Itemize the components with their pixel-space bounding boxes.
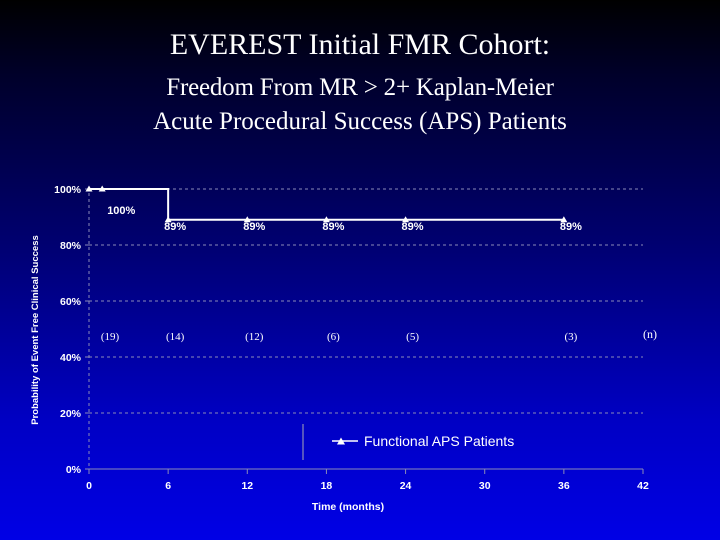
series-marker (322, 216, 330, 223)
data-label: 100% (107, 205, 135, 217)
legend-marker (337, 437, 345, 445)
at-risk-count: (5) (406, 331, 419, 343)
series-marker (164, 216, 172, 223)
series-marker (85, 185, 93, 192)
at-risk-count: (19) (101, 331, 120, 343)
at-risk-count: (14) (166, 331, 185, 343)
y-axis-label: Probability of Event Free Clinical Succe… (30, 235, 41, 425)
at-risk-count: (6) (327, 331, 340, 343)
data-label: 89% (402, 221, 424, 233)
y-tick-label: 80% (60, 240, 82, 252)
slide-subtitle: Freedom From MR > 2+ Kaplan-Meier (166, 74, 554, 101)
slide-subtitle-2: Acute Procedural Success (APS) Patients (153, 108, 567, 135)
at-risk-count: (12) (245, 331, 264, 343)
x-tick-labels: 0 6 12 18 24 30 36 42 (86, 480, 649, 492)
legend-label: Functional APS Patients (364, 433, 514, 449)
slide-title: EVEREST Initial FMR Cohort: (169, 28, 551, 61)
x-tick-label: 0 (86, 480, 92, 492)
data-label: 89% (164, 221, 186, 233)
series-markers (85, 185, 568, 223)
at-risk-label: (n) (643, 327, 657, 341)
x-tick-label: 36 (558, 480, 570, 492)
x-tick-label: 42 (637, 480, 649, 492)
series-lines (89, 188, 564, 221)
series-marker (98, 185, 106, 192)
x-tick-label: 18 (321, 480, 333, 492)
x-tick-label: 12 (241, 480, 253, 492)
data-label: 89% (322, 221, 344, 233)
data-label: 89% (243, 221, 265, 233)
at-risk-count: (3) (564, 331, 577, 343)
x-tick-label: 6 (165, 480, 171, 492)
x-axis-label: Time (months) (312, 501, 384, 513)
series-line (89, 188, 564, 221)
y-tick-label: 40% (60, 352, 82, 364)
y-tick-label: 0% (66, 464, 82, 476)
gridlines (89, 188, 643, 414)
series-marker (402, 216, 410, 223)
data-labels: 100% 89% 89% 89% 89% 89% (107, 205, 582, 233)
y-tick-label: 60% (60, 296, 82, 308)
data-label: 89% (560, 221, 582, 233)
legend: Functional APS Patients (302, 424, 514, 460)
y-tick-labels: 0% 20% 40% 60% 80% 100% (54, 184, 82, 476)
x-tick-label: 30 (479, 480, 491, 492)
y-tick-label: 100% (54, 184, 82, 196)
axes (85, 187, 644, 474)
x-tick-label: 24 (400, 480, 412, 492)
series-marker (560, 216, 568, 223)
y-tick-label: 20% (60, 408, 82, 420)
at-risk-counts: (19) (14) (12) (6) (5) (3) (n) (101, 327, 657, 343)
series-marker (243, 216, 251, 223)
